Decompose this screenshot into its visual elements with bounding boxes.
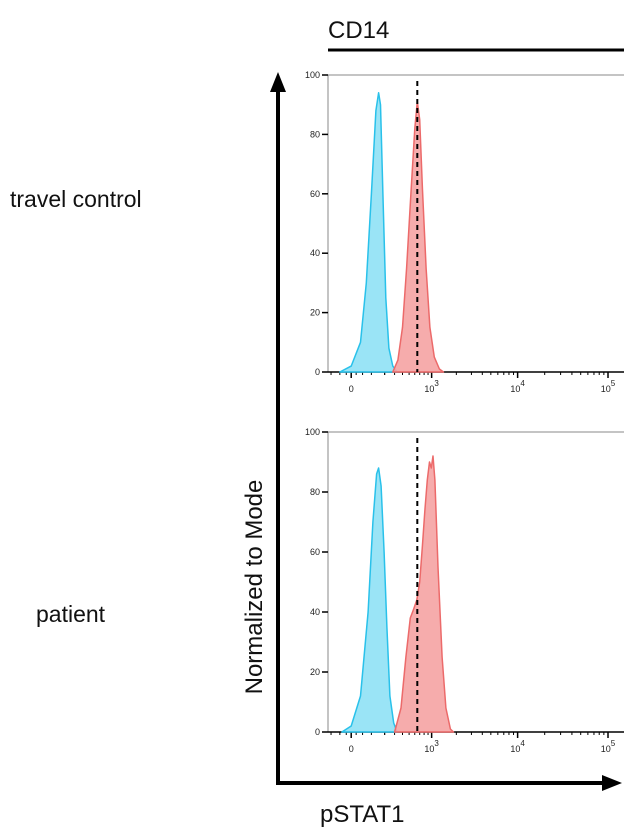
y-tick-label: 0 xyxy=(315,727,320,737)
y-tick-label: 0 xyxy=(315,367,320,377)
histogram-unstimulated xyxy=(341,467,398,733)
histogram-stimulated xyxy=(393,455,455,733)
y-tick-label: 80 xyxy=(310,487,320,497)
x-tick-label: 0 xyxy=(349,744,354,754)
y-tick-label: 20 xyxy=(310,308,320,318)
x-axis-arrow-head xyxy=(602,775,622,791)
y-tick-label: 20 xyxy=(310,667,320,677)
row-label-patient: patient xyxy=(36,601,106,627)
x-tick-label: 104 xyxy=(510,739,525,754)
y-tick-label: 60 xyxy=(310,189,320,199)
y-tick-label: 40 xyxy=(310,248,320,258)
y-tick-label: 60 xyxy=(310,547,320,557)
y-axis-label: Normalized to Mode xyxy=(241,480,268,695)
x-tick-label: 103 xyxy=(424,739,439,754)
x-tick-label: 104 xyxy=(510,379,525,394)
y-tick-label: 100 xyxy=(305,70,320,80)
y-tick-label: 80 xyxy=(310,129,320,139)
y-tick-label: 100 xyxy=(305,427,320,437)
y-axis-arrow-head xyxy=(270,72,286,92)
x-tick-label: 105 xyxy=(601,379,616,394)
row-label-travel-control: travel control xyxy=(10,186,142,212)
x-tick-label: 103 xyxy=(424,379,439,394)
x-tick-label: 0 xyxy=(349,384,354,394)
column-header: CD14 xyxy=(328,17,389,44)
histogram-panel-patient: 0 20 40 60 80 100 0 103 104 105 xyxy=(305,427,624,754)
y-tick-label: 40 xyxy=(310,607,320,617)
x-axis-label: pSTAT1 xyxy=(320,801,404,828)
histogram-unstimulated xyxy=(339,92,398,373)
histogram-panel-travel-control: 0 20 40 60 80 100 0 103 104 105 xyxy=(305,70,624,394)
x-tick-label: 105 xyxy=(601,739,616,754)
